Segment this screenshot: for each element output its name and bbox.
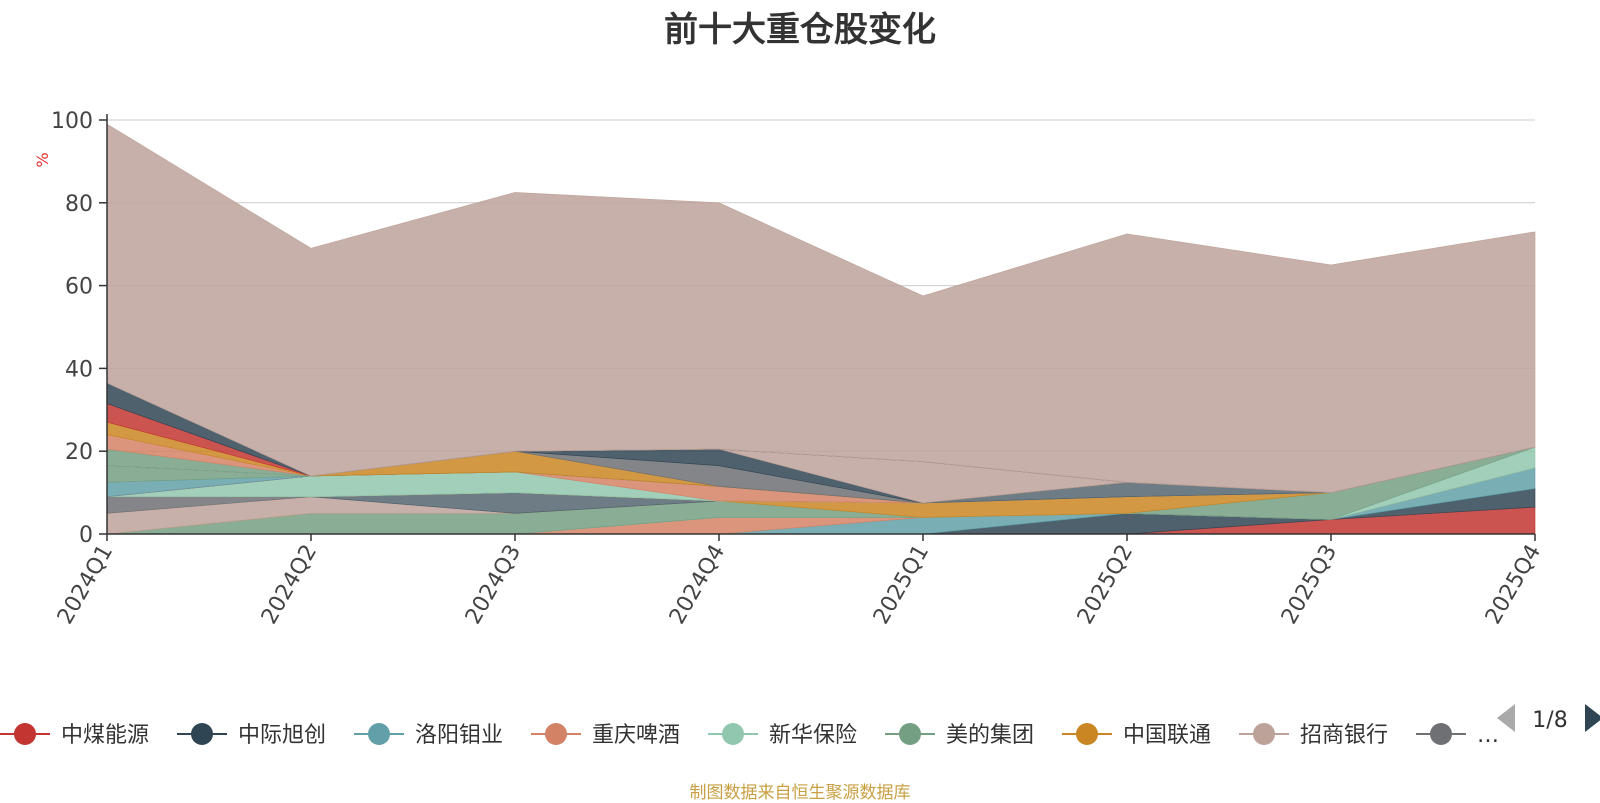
x-tick-label: 2025Q4 [1481,541,1546,629]
x-tick-label: 2025Q3 [1277,541,1342,629]
legend-marker-icon [722,723,744,745]
y-tick-label: 60 [65,275,93,300]
area-31 [106,123,1536,493]
x-tick-label: 2024Q3 [461,541,526,629]
legend-label: 招商银行 [1300,723,1388,748]
stacked-area-chart: 0 20 40 60 80 100 2024Q1 2024Q2 2024Q3 2024Q4 2025… [0,109,1600,748]
legend-item[interactable]: 重庆啤酒 [531,723,680,748]
legend-label: 中煤能源 [61,723,149,748]
legend-item[interactable]: 美的集团 [885,723,1034,748]
source-note: 制图数据来自恒生聚源数据库 [689,783,911,803]
legend[interactable]: 中煤能源 中际旭创 洛阳钼业 重庆啤酒 新华保险 美的集团 中国联通 招商银行 … [0,723,1499,748]
legend-marker-icon [545,723,567,745]
legend-marker-icon [191,723,213,745]
legend-label: 中国联通 [1123,723,1211,748]
legend-marker-icon [899,723,921,745]
legend-pager[interactable]: 1/8 [1497,704,1600,733]
area-series [106,123,1536,535]
legend-item[interactable]: 新华保险 [708,723,857,748]
legend-label: 重庆啤酒 [592,723,680,748]
x-tick-label: 2024Q2 [257,541,322,629]
legend-label: 中际旭创 [238,723,326,748]
y-axis-unit: % [33,152,52,167]
x-tick-label: 2025Q1 [869,541,934,629]
legend-marker-icon [1430,723,1452,745]
legend-label: 美的集团 [946,723,1034,748]
legend-label: 新华保险 [769,723,857,748]
legend-marker-icon [14,723,36,745]
legend-prev-icon[interactable] [1497,704,1515,732]
x-tick-label: 2025Q2 [1073,541,1138,629]
y-tick-label: 100 [51,109,93,134]
legend-item[interactable]: 中际旭创 [177,723,326,748]
legend-label: … [1477,723,1499,748]
chart-title: 前十大重仓股变化 [664,10,936,50]
legend-marker-icon [368,723,390,745]
y-tick-label: 20 [65,440,93,465]
y-tick-label: 40 [65,357,93,382]
legend-item[interactable]: 中国联通 [1062,723,1211,748]
legend-item[interactable]: 洛阳钼业 [354,723,503,748]
x-tick-label: 2024Q1 [53,541,118,629]
legend-item[interactable]: … [1416,723,1499,748]
legend-item[interactable]: 中煤能源 [0,723,149,748]
legend-marker-icon [1076,723,1098,745]
legend-item[interactable]: 招商银行 [1239,723,1388,748]
legend-page-indicator: 1/8 [1532,708,1567,733]
y-tick-label: 80 [65,192,93,217]
x-tick-label: 2024Q4 [665,541,730,629]
legend-next-icon[interactable] [1585,704,1600,732]
y-tick-label: 0 [79,523,93,548]
legend-label: 洛阳钼业 [415,723,503,748]
legend-marker-icon [1253,723,1275,745]
